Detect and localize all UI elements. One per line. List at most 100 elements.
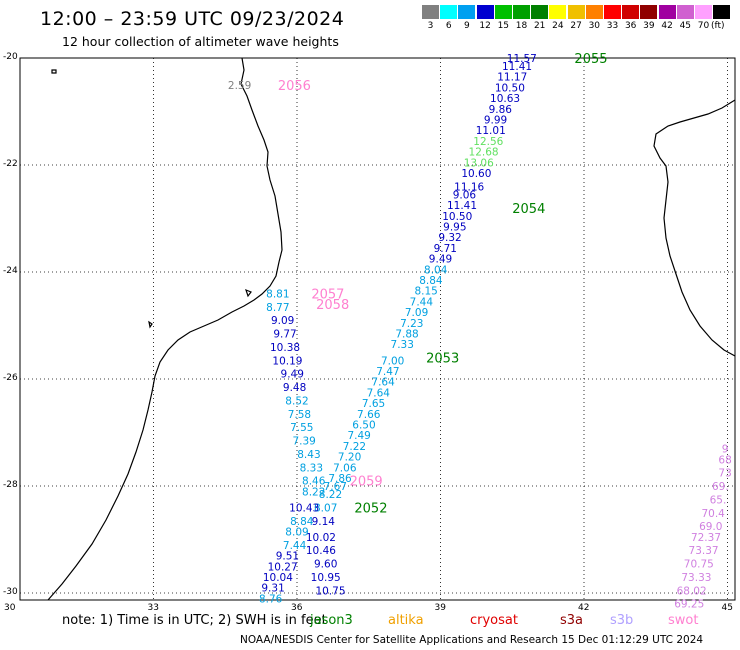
legend-label: 42	[661, 21, 673, 31]
wave-height-reading: 7.00	[381, 355, 404, 367]
pass-number-label: 2059	[350, 475, 383, 490]
legend-swatch	[640, 5, 658, 19]
wave-height-reading: 68	[718, 454, 731, 466]
wave-height-reading: 8.84	[290, 516, 314, 528]
wave-height-reading: 2.59	[228, 80, 251, 92]
wave-height-reading: 8.77	[266, 302, 289, 314]
legend-label: 15	[497, 21, 510, 31]
wave-height-reading: 9.48	[283, 382, 306, 394]
wave-height-reading: 10.50	[442, 211, 472, 223]
latitude-tick-label: -22	[3, 159, 18, 169]
wave-height-reading: 7.55	[290, 422, 313, 434]
wave-height-reading: 12.56	[473, 136, 503, 148]
map-frame	[19, 57, 736, 601]
wave-height-reading: 9.86	[489, 104, 513, 116]
pass-number-label: 2058	[316, 298, 349, 313]
wave-height-reading: 9.49	[281, 369, 304, 381]
legend-swatch	[695, 5, 712, 19]
wave-height-reading: 11.01	[476, 125, 506, 137]
wave-height-reading: 11.17	[497, 72, 527, 84]
wave-height-reading: 7.64	[367, 387, 391, 399]
wave-height-reading: 69.25	[674, 599, 704, 611]
legend-label: 12	[479, 21, 491, 31]
wave-height-reading: 10.02	[306, 532, 336, 544]
wave-height-reading: 8.07	[314, 502, 337, 514]
latitude-tick-label: -30	[3, 587, 18, 597]
wave-height-reading: 8.84	[419, 275, 443, 287]
wave-height-reading: 7.67	[324, 481, 347, 493]
wave-height-reading: 7.20	[338, 452, 361, 464]
mission-label: altika	[388, 613, 424, 628]
legend-swatch	[494, 5, 512, 19]
wave-height-reading: 7.47	[376, 366, 399, 378]
legend-label: 70	[697, 21, 710, 31]
wave-height-reading: 10.60	[461, 168, 491, 180]
legend-swatch	[604, 5, 621, 19]
wave-height-reading: 8.43	[297, 449, 320, 461]
legend-label: 24	[552, 21, 564, 31]
longitude-tick-label: 42	[578, 603, 590, 613]
wave-height-reading: 10.63	[490, 93, 520, 105]
page-subtitle: 12 hour collection of altimeter wave hei…	[62, 34, 339, 49]
wave-height-reading: 8.81	[266, 288, 289, 300]
wave-height-reading: 70.4	[701, 508, 725, 520]
legend-label: 3	[427, 21, 434, 31]
mission-label: jason3	[310, 613, 353, 628]
mission-label: s3a	[560, 613, 584, 628]
longitude-tick-label: 36	[291, 603, 303, 613]
wave-height-reading: 9.51	[276, 551, 299, 563]
wave-height-reading: 9.14	[312, 516, 336, 528]
wave-height-reading: 65.	[710, 494, 727, 506]
wave-height-reading: 7.65	[362, 398, 385, 410]
wave-height-reading: 9.31	[261, 583, 284, 595]
wave-height-reading: 10.27	[268, 561, 298, 573]
africa-coastline	[47, 57, 283, 601]
legend-swatch	[567, 5, 585, 19]
legend-swatch	[422, 5, 439, 19]
wave-height-reading: 8.76	[259, 593, 283, 605]
wave-height-reading: 7.58	[288, 409, 311, 421]
wave-height-reading: 7.06	[333, 462, 357, 474]
wave-height-reading: 8.09	[285, 526, 308, 538]
legend-label: 33	[606, 21, 619, 31]
wave-height-reading: 10.04	[263, 572, 293, 584]
footer-note: note: 1) Time is in UTC; 2) SWH is in fe…	[62, 613, 327, 628]
wave-height-reading: 8.15	[414, 286, 437, 298]
latitude-tick-label: -28	[3, 480, 18, 490]
wave-height-reading: 10.50	[495, 82, 525, 94]
legend-label: 30	[588, 21, 601, 31]
wave-height-reading: 10.19	[272, 355, 302, 367]
wave-height-reading: 9.49	[429, 254, 452, 266]
wave-height-reading: 7.33	[391, 339, 414, 351]
wave-height-reading: 12.68	[469, 147, 499, 159]
wave-height-reading: 8.46	[302, 476, 326, 488]
wave-height-reading: 10.95	[311, 572, 341, 584]
wave-height-reading: 7.86	[328, 473, 352, 485]
legend-swatch	[622, 5, 640, 19]
wave-height-reading: 9.77	[273, 329, 296, 341]
wave-height-reading: 73.37	[689, 545, 719, 557]
legend-label: 39	[643, 21, 655, 31]
wave-height-reading: 7.09	[405, 307, 428, 319]
wave-height-reading: 73	[718, 468, 731, 480]
footer-credit: NOAA/NESDIS Center for Satellite Applica…	[240, 634, 704, 646]
legend-label: 21	[533, 21, 546, 31]
legend-swatch	[458, 5, 476, 19]
page-title: 12:00 – 23:59 UTC 09/23/2024	[40, 8, 345, 30]
wave-height-reading: 7.39	[292, 436, 315, 448]
latitude-tick-label: -26	[3, 373, 18, 383]
wave-height-reading: 10.43	[289, 502, 319, 514]
latitude-tick-label: -24	[3, 266, 18, 276]
wave-height-reading: 72.37	[691, 532, 721, 544]
legend-swatch	[476, 5, 494, 19]
pass-number-label: 2056	[278, 79, 311, 94]
latitude-tick-label: -20	[3, 52, 18, 62]
legend-label: 6	[445, 21, 452, 31]
wave-height-reading: 8.04	[424, 264, 448, 276]
wave-height-reading: 7.88	[395, 329, 418, 341]
mission-label: s3b	[610, 613, 634, 628]
legend-swatch	[531, 5, 549, 19]
